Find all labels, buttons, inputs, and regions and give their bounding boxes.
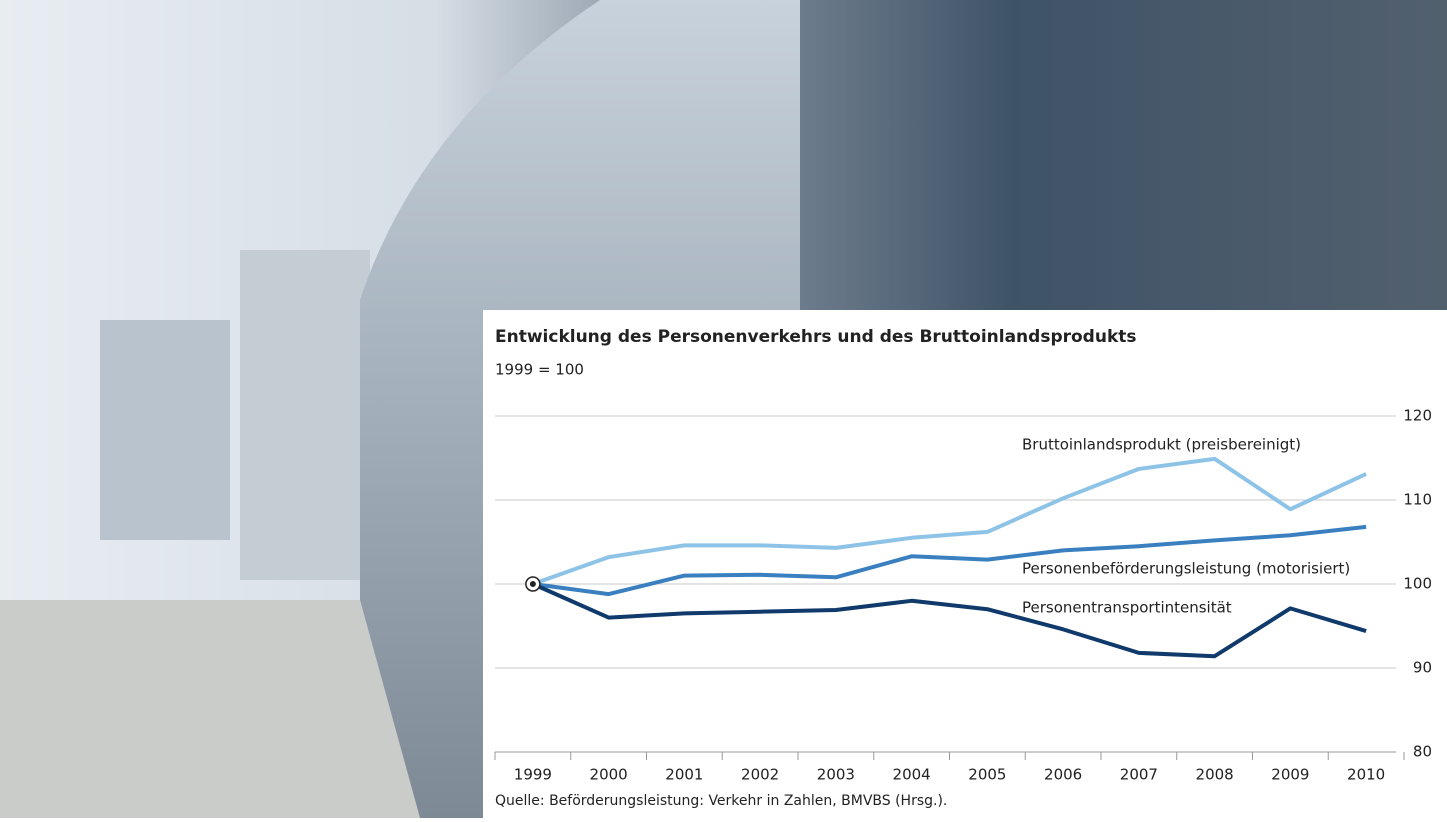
x-tick-label: 2001 bbox=[665, 766, 703, 784]
photo-building bbox=[240, 250, 370, 580]
source-note: Quelle: Beförderungsleistung: Verkehr in… bbox=[495, 793, 947, 809]
x-tick-label: 2010 bbox=[1347, 766, 1385, 784]
y-tick-label: 120 bbox=[1403, 407, 1432, 425]
series-label: Personentransportintensität bbox=[1022, 599, 1232, 617]
x-tick-label: 1999 bbox=[514, 766, 552, 784]
x-tick-label: 2000 bbox=[590, 766, 628, 784]
photo-building bbox=[100, 320, 230, 540]
x-tick-label: 2007 bbox=[1120, 766, 1158, 784]
y-tick-label: 90 bbox=[1413, 659, 1432, 677]
chart-title: Entwicklung des Personenverkehrs und des… bbox=[495, 327, 1137, 347]
x-tick-label: 2003 bbox=[817, 766, 855, 784]
y-tick-label: 100 bbox=[1403, 575, 1432, 593]
base-marker-dot bbox=[530, 581, 536, 587]
series-label: Personenbeförderungsleistung (motorisier… bbox=[1022, 560, 1350, 578]
y-tick-label: 110 bbox=[1403, 491, 1432, 509]
x-tick-label: 2009 bbox=[1271, 766, 1309, 784]
x-tick-label: 2008 bbox=[1196, 766, 1234, 784]
series-label: Bruttoinlandsprodukt (preisbereinigt) bbox=[1022, 436, 1301, 454]
chart: Entwicklung des Personenverkehrs und des… bbox=[0, 0, 1447, 818]
x-tick-label: 2006 bbox=[1044, 766, 1082, 784]
chart-subtitle: 1999 = 100 bbox=[495, 361, 584, 379]
y-tick-label: 80 bbox=[1413, 743, 1432, 761]
x-tick-label: 2005 bbox=[968, 766, 1006, 784]
photo-street bbox=[0, 600, 420, 818]
page: {"chart_data": {"type": "line", "title":… bbox=[0, 0, 1447, 818]
x-tick-label: 2004 bbox=[893, 766, 931, 784]
x-tick-label: 2002 bbox=[741, 766, 779, 784]
